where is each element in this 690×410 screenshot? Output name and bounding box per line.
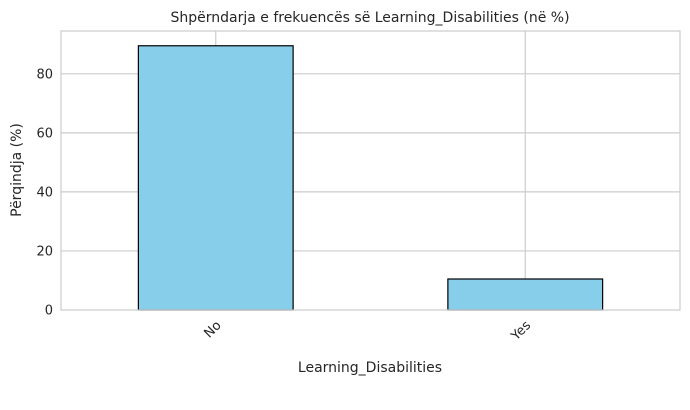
bar-layer xyxy=(137,45,604,311)
y-tick-labels: 0 20 40 60 80 xyxy=(36,67,53,318)
x-tick-label-no: No xyxy=(201,318,224,341)
chart-title: Shpërndarja e frekuencës së Learning_Dis… xyxy=(170,10,569,26)
y-tick-label: 20 xyxy=(36,244,53,259)
y-tick-label: 60 xyxy=(36,126,53,141)
x-tick-label-yes: Yes xyxy=(508,318,534,344)
bar-no xyxy=(137,45,294,311)
x-axis-label: Learning_Disabilities xyxy=(298,360,442,376)
y-tick-label: 0 xyxy=(45,304,53,319)
y-axis-label: Përqindja (%) xyxy=(9,123,25,217)
x-tick-labels: No Yes xyxy=(201,318,534,344)
bar-yes xyxy=(447,278,604,311)
plot-frame xyxy=(60,30,681,311)
y-tick-label: 40 xyxy=(36,185,53,200)
y-tick-label: 80 xyxy=(36,67,53,82)
